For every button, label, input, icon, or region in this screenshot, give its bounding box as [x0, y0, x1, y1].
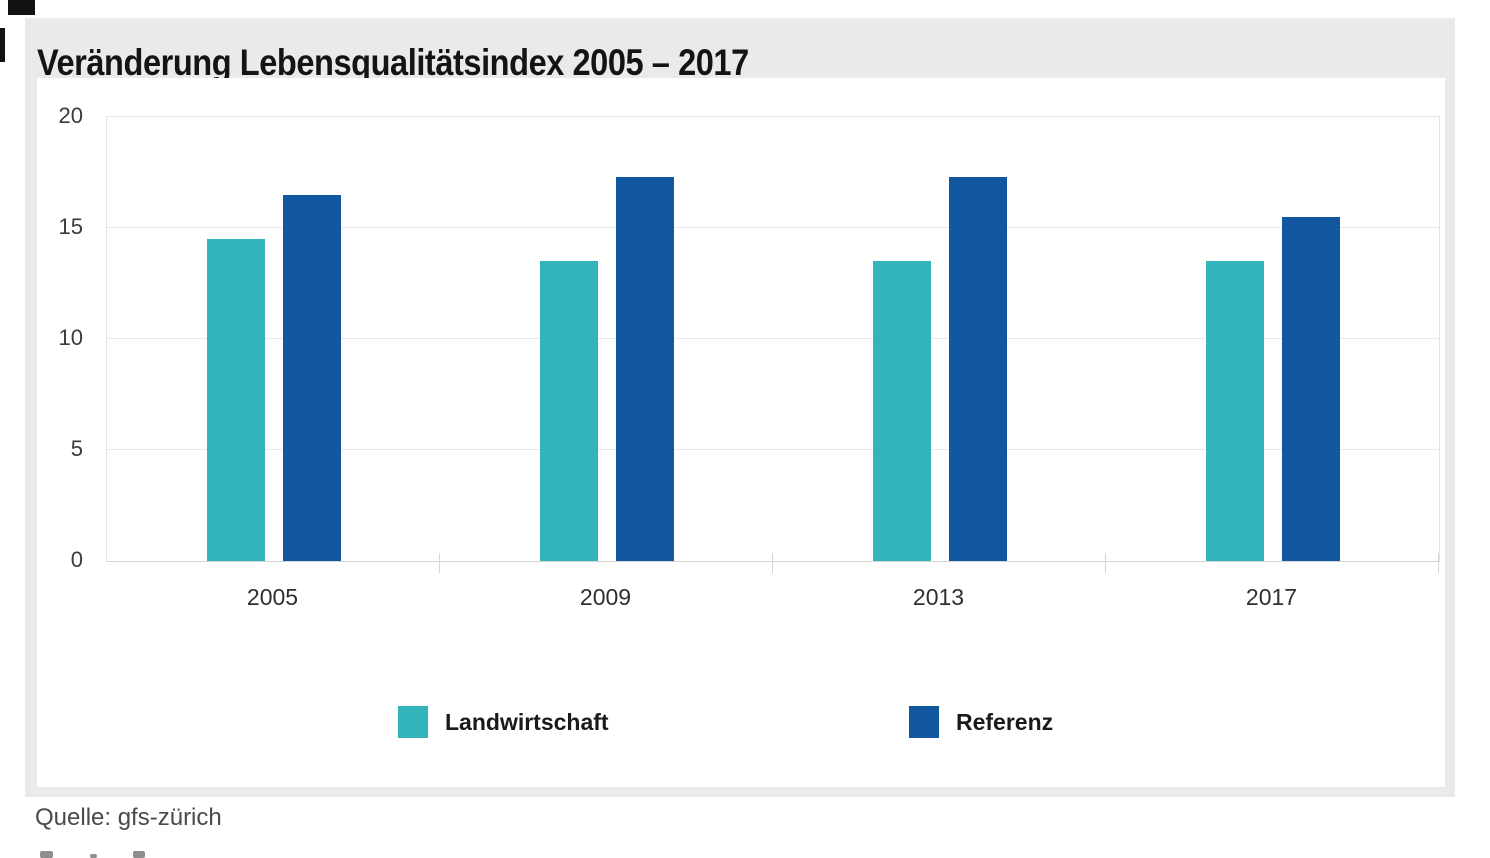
legend-swatch-referenz [909, 706, 939, 738]
x-axis-tick [1105, 553, 1106, 573]
gridline-5 [107, 449, 1439, 450]
gridline-10 [107, 338, 1439, 339]
cropped-text-artifact [40, 851, 53, 858]
cropped-text-artifact [90, 854, 97, 858]
legend-item-landwirtschaft: Landwirtschaft [398, 706, 609, 738]
y-axis-label: 10 [58, 325, 83, 350]
legend: Landwirtschaft Referenz [37, 706, 1445, 746]
x-axis-label: 2005 [246, 584, 299, 610]
chart-card: Landwirtschaft Referenz 0 5 10 15 20 2005 2009 2… [37, 78, 1445, 787]
source-caption: Quelle: gfs-zürich [35, 804, 222, 831]
x-axis-label: 2017 [1245, 584, 1298, 610]
legend-label-landwirtschaft: Landwirtschaft [445, 708, 609, 735]
x-axis-tick [772, 553, 773, 573]
cropped-text-artifact [133, 851, 145, 858]
x-axis-label: 2009 [579, 584, 632, 610]
bar-referenz-2005 [282, 194, 341, 561]
bar-referenz-2017 [1281, 216, 1340, 561]
legend-item-referenz: Referenz [909, 706, 1053, 738]
chart-title: Veränderung Lebensqualitätsindex 2005 – … [37, 42, 749, 83]
gridline-15 [107, 227, 1439, 228]
bar-landwirtschaft-2017 [1205, 261, 1264, 561]
cropped-text-artifact [8, 0, 35, 15]
x-axis-tick [1438, 553, 1439, 573]
bar-landwirtschaft-2005 [206, 239, 265, 561]
bar-landwirtschaft-2013 [872, 261, 931, 561]
x-axis-label: 2013 [912, 584, 965, 610]
bar-referenz-2009 [615, 176, 674, 561]
chart-panel: Veränderung Lebensqualitätsindex 2005 – … [25, 18, 1455, 797]
legend-swatch-landwirtschaft [398, 706, 428, 738]
y-axis-label: 15 [58, 214, 83, 239]
y-axis-label: 0 [70, 547, 83, 572]
cropped-text-artifact [0, 28, 5, 62]
x-axis-tick [439, 553, 440, 573]
bar-landwirtschaft-2009 [539, 261, 598, 561]
y-axis-label: 5 [70, 436, 83, 461]
bar-referenz-2013 [948, 176, 1007, 561]
plot-area [106, 116, 1440, 573]
y-axis-label: 20 [58, 103, 83, 128]
legend-label-referenz: Referenz [956, 708, 1054, 735]
